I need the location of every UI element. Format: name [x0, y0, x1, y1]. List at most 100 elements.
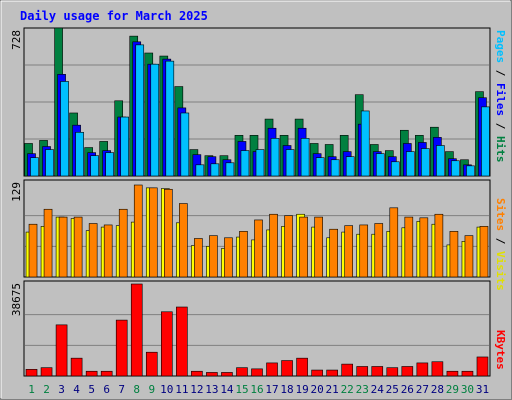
pages-bar-day-27 [421, 148, 430, 177]
pages-bar-day-29 [451, 160, 460, 177]
pages-bar-day-22 [345, 156, 355, 177]
day-label-24: 24 [371, 383, 385, 396]
day-label-13: 13 [205, 383, 218, 396]
sites-bar-day-30 [464, 235, 474, 278]
sites-bar-day-28 [434, 213, 444, 278]
day-label-3: 3 [58, 383, 65, 396]
kbytes-bar-day-9 [145, 351, 158, 377]
day-label-25: 25 [386, 383, 399, 396]
kbytes-scale-label: 38675 [10, 283, 23, 316]
kbytes-bar-day-31 [476, 356, 489, 377]
day-label-20: 20 [311, 383, 324, 396]
kbytes-bar-day-27 [416, 362, 429, 377]
kbytes-bar-day-23 [356, 366, 369, 377]
sites-bar-day-14 [224, 237, 233, 278]
sites-bar-day-18 [284, 215, 293, 278]
sites-bar-day-21 [329, 228, 338, 278]
kbytes-bar-day-7 [115, 319, 128, 377]
kbytes-bar-day-3 [55, 324, 68, 377]
kbytes-bar-day-16 [251, 368, 263, 377]
pages-bar-day-18 [285, 149, 295, 177]
pages-bar-day-7 [120, 116, 130, 177]
pages-bar-day-20 [315, 157, 325, 177]
pages-files-hits-axis-label: Pages / Files / Hits [494, 30, 507, 163]
pages-bar-day-6 [105, 152, 114, 177]
day-label-2: 2 [43, 383, 50, 396]
pages-bar-day-4 [75, 131, 84, 177]
sites-bar-day-11 [179, 203, 188, 278]
sites-bar-day-4 [73, 216, 83, 278]
pages-bar-day-24 [375, 153, 385, 177]
sites-bar-day-25 [389, 207, 399, 278]
kbytes-bar-day-17 [266, 362, 278, 377]
sites-bar-day-26 [404, 216, 414, 278]
day-label-31: 31 [476, 383, 489, 396]
sites-bar-day-7 [118, 208, 128, 278]
sites-visits-axis-label: Sites / Visits [494, 198, 507, 291]
kbytes-axis-label: KBytes [494, 330, 507, 370]
kbytes-bar-day-21 [326, 369, 338, 377]
pages-bar-day-8 [135, 44, 145, 177]
day-label-28: 28 [431, 383, 444, 396]
pages-bar-day-10 [165, 60, 175, 177]
kbytes-bar-day-24 [371, 366, 384, 377]
visits-scale-label: 129 [10, 182, 23, 202]
kbytes-bar-day-14 [221, 372, 233, 377]
kbytes-bar-day-29 [446, 370, 459, 377]
hits-axis-label: Hits [494, 136, 507, 163]
kbytes-bar-day-4 [70, 357, 83, 377]
kbytes-bar-day-10 [161, 311, 173, 377]
kbytes-bar-day-12 [191, 370, 203, 377]
kbytes-bar-day-30 [461, 370, 474, 377]
sites-bar-day-9 [148, 187, 158, 278]
kbytes-bar-day-1 [25, 369, 38, 377]
pages-bar-day-23 [360, 110, 370, 177]
day-label-5: 5 [88, 383, 95, 396]
pages-bar-day-13 [210, 163, 220, 177]
sites-bar-day-2 [43, 208, 53, 278]
day-label-22: 22 [341, 383, 354, 396]
x-axis-day-labels: 1 2 3 4 5 6 7 8 9 10 11 12 13 14 15 16 17 18 19 20 21 22 23 24 2… [28, 383, 489, 396]
day-label-11: 11 [175, 383, 188, 396]
day-label-21: 21 [326, 383, 339, 396]
sites-bar-day-29 [449, 231, 459, 278]
sites-bar-day-27 [419, 217, 429, 278]
chart-title: Daily usage for March 2025 [20, 9, 208, 23]
sites-bar-day-31 [479, 226, 489, 278]
kbytes-bar-day-5 [85, 370, 98, 377]
kbytes-bar-day-11 [176, 306, 188, 377]
day-label-4: 4 [73, 383, 80, 396]
day-label-10: 10 [160, 383, 173, 396]
pages-bar-day-11 [180, 112, 190, 177]
day-label-15: 15 [235, 383, 248, 396]
kbytes-bar-day-13 [206, 372, 218, 377]
kbytes-bar-day-20 [311, 369, 323, 377]
day-label-1: 1 [28, 383, 35, 396]
pages-bar-day-2 [45, 149, 54, 177]
day-label-12: 12 [190, 383, 203, 396]
pages-bar-day-1 [30, 157, 39, 177]
sites-bar-day-10 [164, 188, 173, 278]
pages-bar-day-12 [195, 164, 205, 177]
kbytes-bar-day-6 [100, 370, 113, 377]
day-label-7: 7 [118, 383, 125, 396]
pages-bar-day-17 [270, 138, 280, 177]
day-label-14: 14 [220, 383, 234, 396]
sites-bar-day-19 [299, 216, 308, 278]
day-label-8: 8 [133, 383, 140, 396]
sites-bar-day-13 [209, 235, 218, 278]
day-label-23: 23 [356, 383, 369, 396]
sites-bar-day-24 [374, 223, 384, 278]
pages-bar-day-26 [406, 151, 415, 177]
kbytes-bar-day-26 [401, 366, 414, 377]
sites-bar-day-20 [314, 216, 323, 278]
sites-bar-day-3 [58, 216, 68, 278]
pages-bar-day-15 [240, 150, 250, 177]
hits-scale-label: 728 [10, 30, 23, 50]
kbytes-bar-day-18 [281, 360, 293, 377]
sites-bar-day-16 [254, 219, 263, 278]
kbytes-bar-day-22 [341, 363, 353, 377]
day-label-30: 30 [461, 383, 474, 396]
day-label-29: 29 [446, 383, 459, 396]
kbytes-panel [23, 280, 491, 377]
